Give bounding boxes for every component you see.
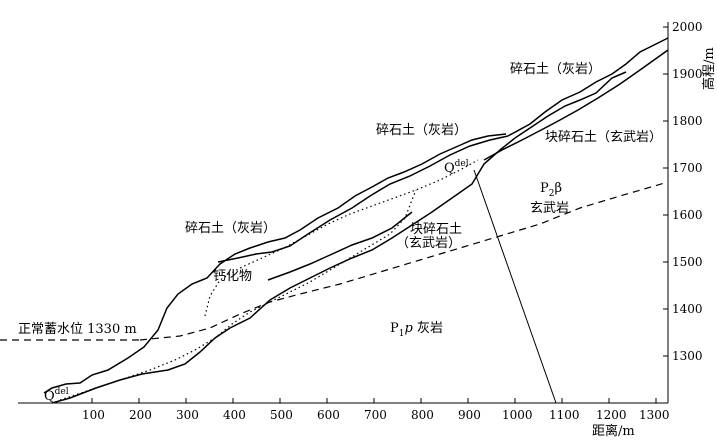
x-tick-label: 1200	[596, 408, 627, 422]
x-tick-marks	[91, 398, 657, 403]
basalt-upper-boundary-line	[483, 49, 669, 161]
gravel-upper-boundary-line	[217, 135, 509, 263]
label-block-gravel-mid-1: 块碎石土	[410, 222, 462, 237]
ground-surface-upper-line	[507, 37, 669, 137]
y-tick-label: 1800	[672, 114, 703, 128]
y-tick-label: 1400	[672, 302, 703, 316]
x-tick-label: 500	[270, 408, 293, 422]
label-gravel-limestone-left: 碎石土（灰岩）	[185, 221, 276, 236]
y-tick-label: 1300	[672, 349, 703, 363]
x-tick-label: 600	[317, 408, 340, 422]
upper-right-layer-line	[514, 71, 627, 139]
x-tick-label: 800	[411, 408, 434, 422]
label-calcified: 钙化物	[213, 269, 252, 284]
y-axis-title: 高程/m	[701, 47, 717, 90]
x-tick-label: 1000	[502, 408, 533, 422]
y-tick-label: 1700	[672, 161, 703, 175]
label-p1-limestone: P1p 灰岩	[390, 321, 443, 339]
label-p2-name: 玄武岩	[530, 201, 569, 216]
x-tick-label: 700	[364, 408, 387, 422]
label-p2-symbol: P2β	[540, 181, 562, 199]
label-qdel-top: Qdel	[444, 159, 469, 176]
label-gravel-limestone-top: 碎石土（灰岩）	[510, 62, 601, 77]
bedrock-boundary-line	[51, 137, 516, 404]
label-qdel-bottom: Qdel	[44, 387, 69, 404]
ground-surface-line	[43, 133, 507, 394]
x-tick-label: 1100	[549, 408, 580, 422]
y-tick-label: 1500	[672, 255, 703, 269]
x-tick-label: 1300	[639, 408, 670, 422]
block-gravel-mid-line	[267, 211, 413, 281]
x-tick-label: 200	[129, 408, 152, 422]
y-tick-label: 1600	[672, 208, 703, 222]
y-tick-label: 1900	[672, 67, 703, 81]
dotted-boundary-lower	[59, 189, 417, 401]
x-tick-label: 900	[458, 408, 481, 422]
y-tick-label: 2000	[672, 20, 703, 34]
y-tick-marks	[663, 26, 668, 357]
label-block-gravel-basalt-right: 块碎石土（玄武岩）	[545, 130, 662, 145]
stratigraphic-contact-line	[139, 181, 669, 341]
label-gravel-limestone-mid: 碎石土（灰岩）	[376, 123, 467, 138]
x-tick-label: 300	[176, 408, 199, 422]
x-tick-label: 400	[223, 408, 246, 422]
label-block-gravel-mid-2: （玄武岩）	[396, 236, 461, 251]
label-water-level: 正常蓄水位 1330 m	[18, 322, 137, 337]
x-tick-label: 100	[82, 408, 105, 422]
section-line	[473, 169, 557, 404]
x-axis-title: 距离/m	[592, 423, 635, 437]
